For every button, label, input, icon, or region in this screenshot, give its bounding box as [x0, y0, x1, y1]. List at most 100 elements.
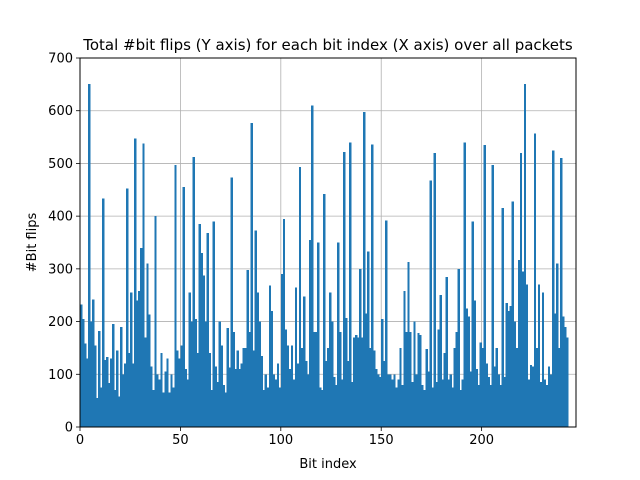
bar: [379, 376, 382, 427]
bar: [102, 198, 105, 427]
bar: [172, 387, 175, 427]
bar: [555, 263, 559, 427]
bar: [445, 276, 448, 427]
bar: [276, 363, 280, 427]
bar: [401, 384, 404, 427]
bar: [341, 379, 344, 427]
bar: [551, 150, 555, 427]
bar: [114, 390, 117, 427]
bar: [537, 284, 541, 427]
bar: [477, 384, 480, 427]
bar: [298, 167, 302, 427]
bar: [322, 194, 326, 427]
bar: [154, 216, 157, 427]
bar: [507, 311, 511, 427]
bar: [156, 374, 159, 427]
bar: [349, 142, 352, 428]
bar: [513, 321, 517, 427]
bar: [527, 379, 531, 427]
bar: [258, 321, 262, 427]
bar: [429, 180, 432, 427]
bar: [501, 208, 505, 427]
y-tick-label: 0: [65, 421, 73, 436]
bar: [443, 353, 446, 427]
bar: [178, 358, 181, 427]
bar: [399, 347, 402, 427]
plot-frame: [79, 57, 577, 428]
bar: [296, 363, 300, 427]
bar: [272, 374, 276, 427]
bar: [278, 387, 282, 427]
bar: [519, 152, 523, 427]
bar: [557, 347, 561, 427]
bar: [274, 379, 278, 427]
bar: [244, 347, 248, 427]
bar: [180, 345, 183, 427]
bar: [124, 363, 127, 427]
bar: [347, 361, 350, 427]
bar: [316, 242, 320, 427]
bar: [459, 390, 462, 427]
bar: [421, 384, 424, 427]
bar: [320, 390, 324, 427]
bars-group: [80, 83, 569, 428]
bar: [465, 308, 468, 427]
bar: [90, 321, 93, 427]
bar: [337, 242, 340, 427]
bar: [266, 387, 270, 427]
bar: [132, 363, 135, 427]
bar: [431, 387, 434, 427]
x-tick-label: 200: [469, 433, 494, 448]
bar: [220, 345, 223, 427]
bar: [164, 371, 167, 427]
bar: [112, 324, 115, 427]
bar: [326, 347, 330, 427]
bar: [268, 285, 272, 427]
bar: [357, 337, 360, 427]
bar: [345, 317, 348, 427]
bar: [88, 83, 91, 427]
bar: [517, 259, 521, 427]
bar: [312, 332, 316, 427]
bar: [363, 111, 366, 428]
bar: [331, 321, 334, 427]
bar: [194, 318, 197, 427]
bar: [415, 374, 418, 427]
bar: [373, 350, 376, 427]
bar: [541, 292, 545, 427]
x-tick-label: 50: [172, 433, 189, 448]
bar: [539, 382, 543, 427]
bar: [176, 350, 179, 427]
bar: [304, 361, 308, 427]
bar: [196, 353, 199, 427]
bar: [405, 332, 408, 427]
y-tick-label: 100: [48, 368, 73, 383]
bar: [351, 382, 354, 427]
bar: [447, 379, 450, 427]
chart-title: Total #bit flips (Y axis) for each bit i…: [82, 36, 573, 54]
bar: [302, 296, 306, 427]
bar: [387, 374, 390, 427]
bar: [503, 376, 507, 427]
bar: [314, 332, 318, 427]
bar: [98, 331, 101, 427]
bar: [222, 384, 225, 427]
y-tick-label: 200: [48, 315, 73, 330]
bar: [248, 332, 252, 427]
bar: [479, 342, 482, 427]
bar: [310, 105, 314, 427]
bar: [463, 142, 466, 428]
bar: [256, 292, 260, 427]
bar: [499, 384, 503, 427]
bar: [545, 384, 549, 427]
bar: [188, 292, 191, 427]
bar: [377, 374, 380, 427]
bar: [160, 353, 163, 427]
bar: [483, 144, 486, 427]
bar: [367, 251, 370, 427]
bar: [339, 332, 342, 427]
bar: [371, 144, 374, 428]
bar: [487, 376, 491, 427]
bar: [437, 329, 440, 427]
bar: [353, 337, 356, 427]
